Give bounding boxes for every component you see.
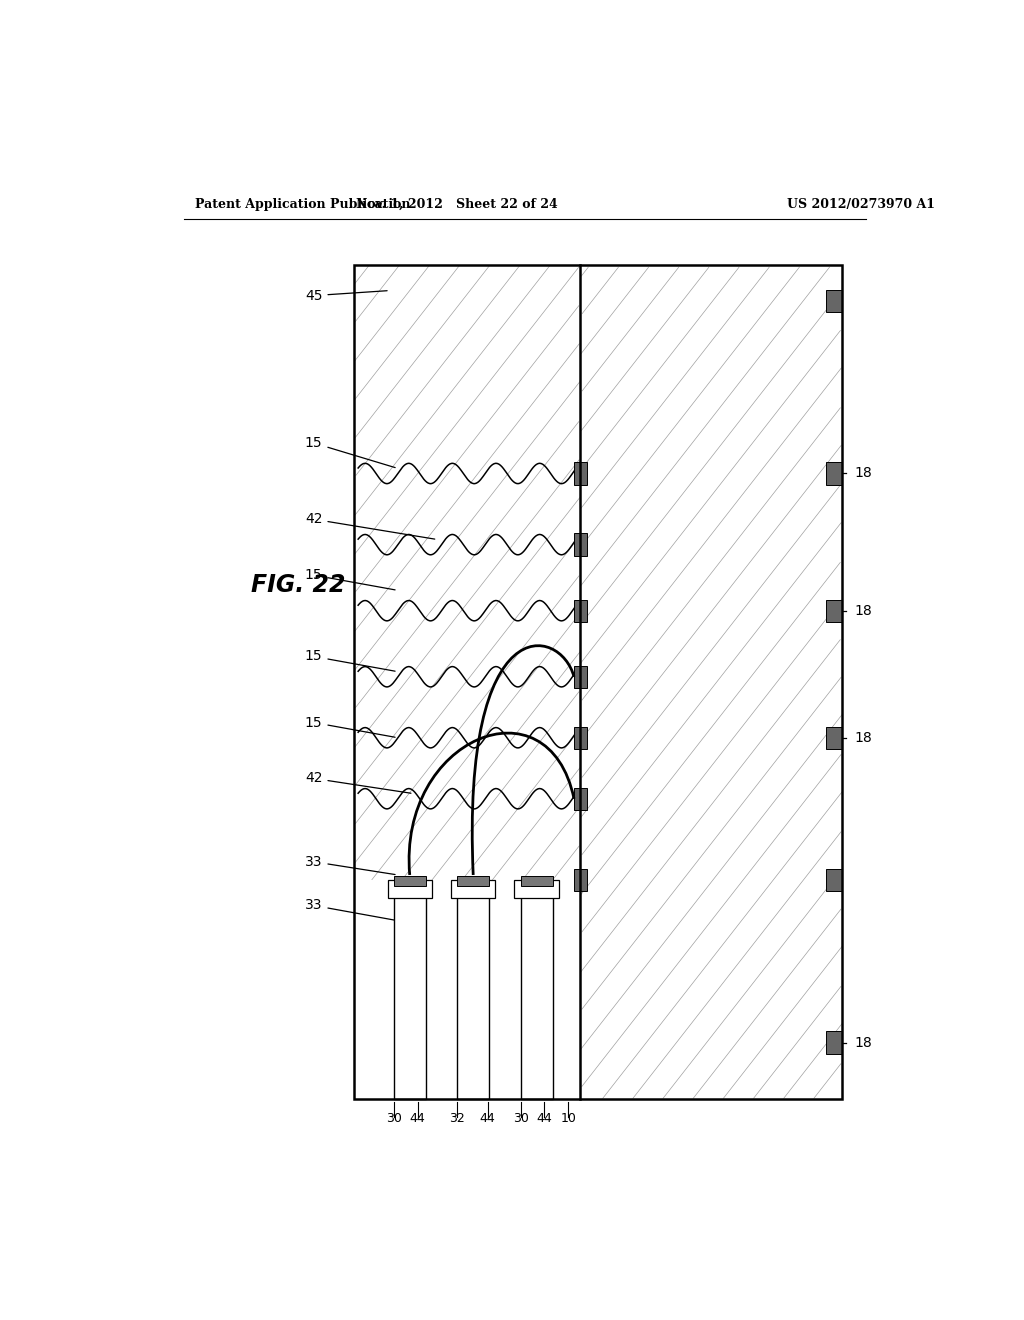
- Text: 42: 42: [305, 512, 435, 539]
- Bar: [521, 880, 553, 1098]
- Text: US 2012/0273970 A1: US 2012/0273970 A1: [786, 198, 935, 211]
- Text: 18: 18: [854, 466, 871, 480]
- Text: 18: 18: [854, 603, 871, 618]
- Bar: [387, 880, 432, 899]
- Bar: [574, 462, 587, 484]
- Bar: [826, 1031, 842, 1053]
- Bar: [826, 869, 842, 891]
- Bar: [521, 876, 553, 886]
- Text: 44: 44: [536, 1113, 552, 1126]
- Bar: [826, 462, 842, 484]
- Bar: [574, 599, 587, 622]
- Text: 30: 30: [386, 1113, 401, 1126]
- Text: 33: 33: [305, 855, 395, 875]
- Bar: [354, 265, 842, 1098]
- Text: 15: 15: [305, 568, 395, 590]
- Bar: [574, 869, 587, 891]
- Text: 15: 15: [305, 649, 395, 671]
- Bar: [574, 665, 587, 688]
- Text: 30: 30: [513, 1113, 528, 1126]
- Bar: [514, 880, 559, 899]
- Text: 10: 10: [560, 1113, 577, 1126]
- Text: 15: 15: [305, 436, 395, 467]
- Bar: [458, 880, 489, 1098]
- Text: Patent Application Publication: Patent Application Publication: [196, 198, 411, 211]
- Bar: [826, 289, 842, 312]
- Bar: [354, 265, 842, 1098]
- Bar: [826, 599, 842, 622]
- Bar: [574, 533, 587, 556]
- Text: 18: 18: [854, 1036, 871, 1049]
- Bar: [451, 880, 496, 899]
- Text: Nov. 1, 2012   Sheet 22 of 24: Nov. 1, 2012 Sheet 22 of 24: [356, 198, 558, 211]
- Text: 44: 44: [410, 1113, 426, 1126]
- Bar: [394, 876, 426, 886]
- Text: 32: 32: [450, 1113, 465, 1126]
- Bar: [394, 880, 426, 1098]
- Bar: [458, 876, 489, 886]
- Text: FIG. 22: FIG. 22: [251, 573, 345, 597]
- Bar: [826, 726, 842, 748]
- Bar: [354, 880, 581, 1098]
- Text: 18: 18: [854, 731, 871, 744]
- Text: 42: 42: [305, 771, 411, 793]
- Bar: [574, 788, 587, 810]
- Text: 33: 33: [305, 899, 395, 920]
- Bar: [574, 726, 587, 748]
- Text: 45: 45: [305, 289, 387, 302]
- Text: 44: 44: [479, 1113, 496, 1126]
- Text: 15: 15: [305, 715, 395, 738]
